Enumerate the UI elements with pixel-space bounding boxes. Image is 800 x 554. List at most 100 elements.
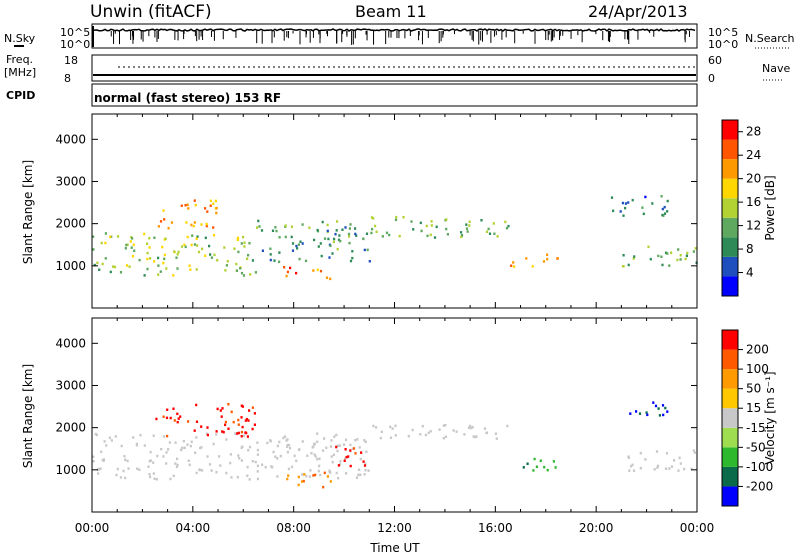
colorbar-swatch: [722, 408, 738, 428]
power-y-ticks: 1000 2000 3000 4000: [55, 132, 697, 273]
colorbar-swatch: [722, 139, 738, 160]
n-search-tick-top: 10^5: [708, 26, 738, 39]
velocity-colorbar: 200 100 50 15 -15 -50 -100 -200 Velocity [m s⁻¹…: [721, 329, 777, 507]
cpid-mode: normal (fast stereo) 153 RF: [94, 91, 281, 105]
nave-tick-top: 60: [708, 54, 722, 67]
power-y-tick-label: 1000: [55, 259, 86, 273]
nave-label: Nave: [762, 62, 790, 75]
colorbar-swatch: [722, 486, 738, 506]
station-title: Unwin (fitACF): [90, 2, 212, 22]
x-axis-label: Time UT: [369, 541, 420, 554]
x-tick-label: 20:00: [579, 521, 614, 535]
x-tick-label: 00:00: [75, 521, 110, 535]
freq-label-line2: [MHz]: [4, 66, 36, 79]
velocity-y-tick-label: 3000: [55, 378, 86, 392]
colorbar-swatch: [722, 427, 738, 448]
velocity-blob: [286, 471, 332, 489]
power-colorbar-label: Power [dB]: [763, 175, 777, 240]
colorbar-swatch: [722, 159, 738, 179]
colorbar-swatch: [722, 178, 738, 199]
colorbar-tick-label: -100: [746, 460, 773, 474]
colorbar-tick-label: -50: [746, 440, 766, 454]
colorbar-swatch: [722, 349, 738, 370]
colorbar-tick-label: 100: [746, 362, 769, 376]
colorbar-tick-label: 50: [746, 382, 761, 396]
colorbar-swatch: [722, 447, 738, 467]
velocity-blob: [627, 449, 696, 472]
velocity-scatter: [92, 401, 696, 489]
velocity-y-tick-label: 1000: [55, 463, 86, 477]
power-x-ticks: [91, 114, 698, 308]
colorbar-tick-label: 24: [746, 148, 761, 162]
colorbar-tick-label: 15: [746, 401, 761, 415]
power-blob: [283, 266, 332, 281]
velocity-blob: [92, 432, 370, 481]
n-sky-label: N.Sky: [4, 32, 36, 45]
x-tick-label: 16:00: [478, 521, 513, 535]
power-blob: [157, 199, 218, 230]
power-panel: 1000 2000 3000 4000 Slant Range [km]: [21, 113, 698, 309]
noise-panel: N.Sky 10^5 10^0 10^5 10^0 N.Search: [4, 23, 795, 51]
colorbar-tick-label: 4: [746, 266, 754, 280]
x-tick-label: 00:00: [680, 521, 715, 535]
power-y-tick-label: 3000: [55, 174, 86, 188]
power-scatter: [92, 195, 698, 281]
velocity-panel: 1000 2000 3000 4000 Slant Range [km] 00:00 0…: [21, 317, 715, 554]
power-colorbar: 4 8 12 16 20 24 28 Power [dB]: [721, 119, 777, 297]
n-search-tick-bottom: 10^0: [708, 38, 738, 51]
date-title: 24/Apr/2013: [588, 2, 688, 21]
velocity-blob: [155, 403, 256, 438]
colorbar-tick-label: -200: [746, 479, 773, 493]
colorbar-swatch: [722, 330, 738, 350]
velocity-y-ticks: 1000 2000 3000 4000: [55, 336, 697, 477]
power-blob: [510, 257, 534, 268]
x-tick-label: 12:00: [377, 521, 412, 535]
colorbar-swatch: [722, 237, 738, 257]
velocity-y-axis-label: Slant Range [km]: [21, 364, 35, 468]
velocity-blob: [522, 457, 557, 472]
colorbar-tick-label: 12: [746, 219, 761, 233]
colorbar-swatch: [722, 466, 738, 487]
velocity-y-tick-label: 2000: [55, 421, 86, 435]
freq-tick-bottom: 8: [64, 72, 71, 85]
colorbar-swatch: [722, 256, 738, 277]
velocity-y-tick-label: 4000: [55, 336, 86, 350]
velocity-colorbar-label: Velocity [m s⁻¹]: [763, 371, 777, 464]
power-blob: [92, 232, 257, 277]
n-sky-tick-bottom: 10^0: [60, 38, 90, 51]
power-blob: [542, 253, 559, 263]
power-blob: [370, 215, 510, 239]
cpid-label: CPID: [6, 89, 35, 102]
nave-tick-bottom: 0: [708, 72, 715, 85]
freq-label-line1: Freq.: [6, 53, 33, 66]
n-search-label: N.Search: [745, 32, 795, 45]
power-blob: [610, 195, 669, 217]
colorbar-tick-label: -15: [746, 421, 766, 435]
velocity-blob: [372, 423, 509, 440]
power-blob: [621, 245, 698, 268]
colorbar-tick-label: 20: [746, 172, 761, 186]
colorbar-swatch: [722, 217, 738, 238]
power-y-axis-label: Slant Range [km]: [21, 160, 35, 264]
colorbar-tick-label: 8: [746, 242, 754, 256]
n-sky-tick-top: 10^5: [60, 26, 90, 39]
colorbar-swatch: [722, 369, 738, 389]
x-tick-label: 04:00: [176, 521, 211, 535]
freq-panel: Freq. [MHz] 18 8 60 0 Nave: [4, 53, 790, 85]
velocity-x-ticks: 00:00 04:00 08:00 12:00 16:00 20:00 00:00: [75, 318, 715, 535]
colorbar-swatch: [722, 276, 738, 296]
freq-tick-top: 18: [64, 54, 78, 67]
colorbar-tick-label: 16: [746, 195, 761, 209]
noise-trace: [92, 26, 696, 47]
power-y-tick-label: 4000: [55, 132, 86, 146]
colorbar-tick-label: 200: [746, 343, 769, 357]
beam-title: Beam 11: [355, 2, 427, 21]
colorbar-swatch: [722, 120, 738, 140]
power-blob: [256, 219, 371, 264]
colorbar-swatch: [722, 388, 738, 409]
colorbar-swatch: [722, 198, 738, 218]
cpid-panel: CPID normal (fast stereo) 153 RF: [6, 83, 698, 107]
colorbar-tick-label: 28: [746, 125, 761, 139]
velocity-blob: [335, 445, 367, 468]
